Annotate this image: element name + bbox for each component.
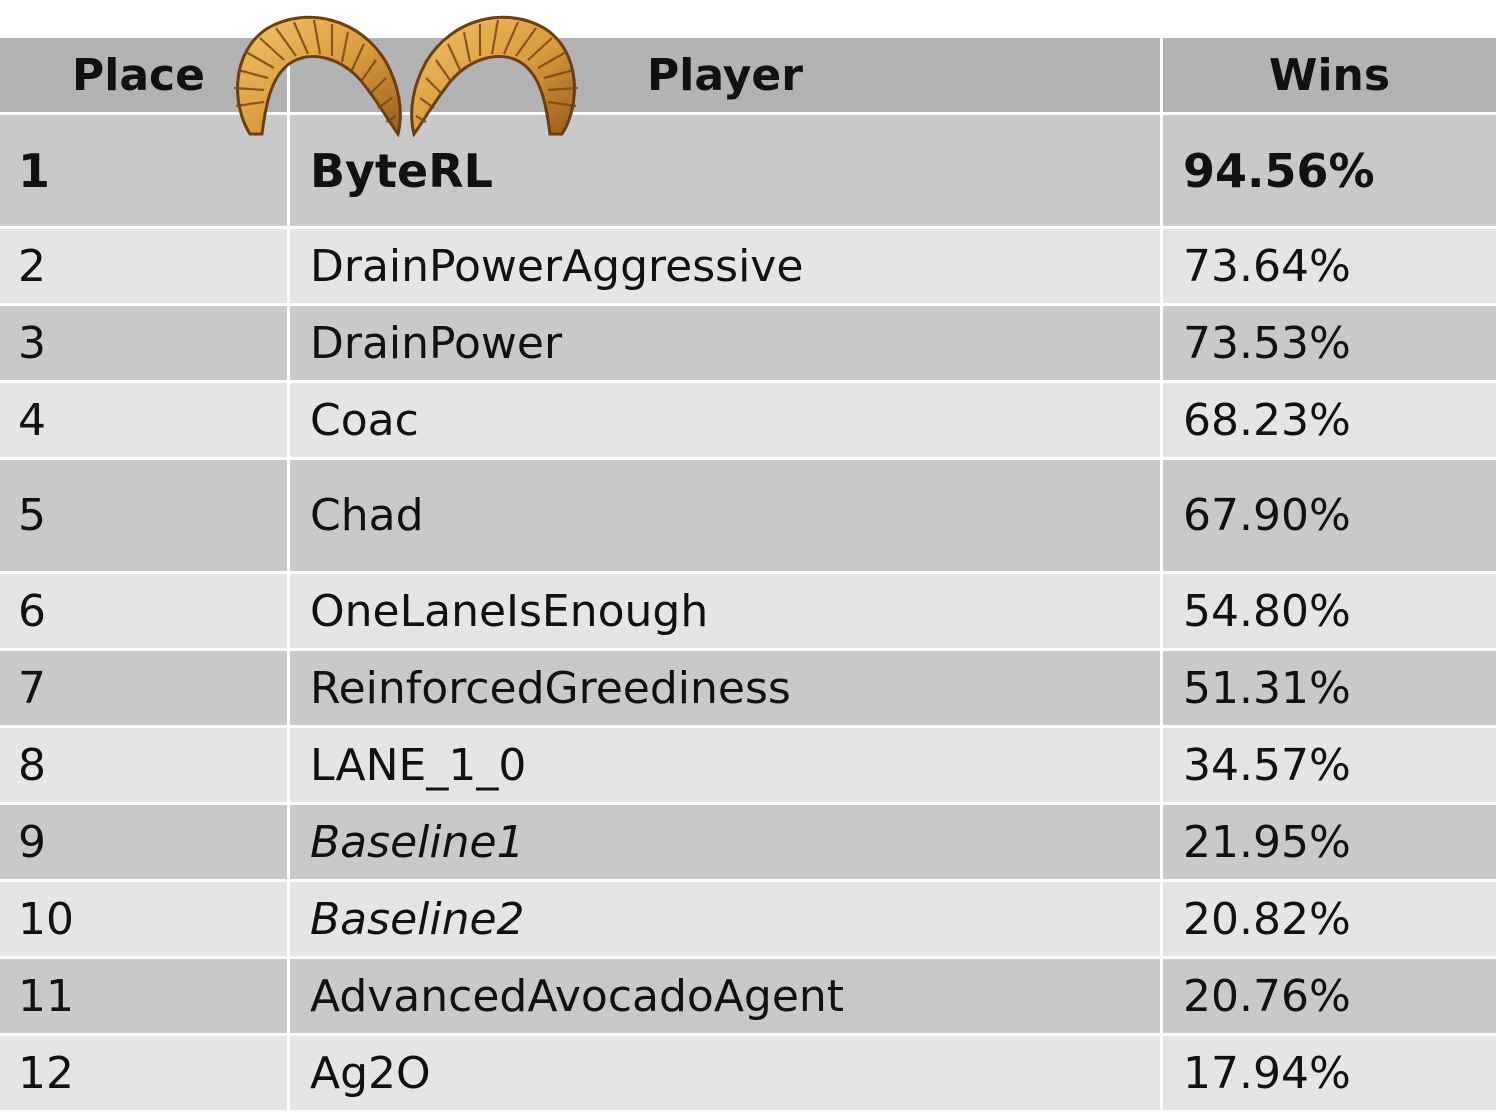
column-header-wins: Wins (1160, 38, 1496, 112)
player-cell: Chad (287, 460, 1160, 571)
player-cell: Baseline1 (287, 805, 1160, 879)
player-cell: Ag2O (287, 1036, 1160, 1110)
table-row: 1 ByteRL 94.56% (0, 115, 1496, 229)
player-cell: LANE_1_0 (287, 728, 1160, 802)
table-row: 2 DrainPowerAggressive 73.64% (0, 229, 1496, 306)
place-cell: 4 (18, 394, 46, 446)
left-horn-icon (233, 15, 402, 138)
table-row: 7 ReinforcedGreediness 51.31% (0, 651, 1496, 728)
wins-cell: 20.76% (1160, 959, 1496, 1033)
player-cell: DrainPower (287, 306, 1160, 380)
place-cell: 6 (18, 585, 46, 637)
place-cell: 5 (18, 490, 46, 541)
player-cell: Baseline2 (287, 882, 1160, 956)
place-cell: 8 (18, 739, 46, 791)
wins-cell: 68.23% (1160, 383, 1496, 457)
wins-cell: 51.31% (1160, 651, 1496, 725)
place-cell: 9 (18, 816, 46, 868)
table-row: 5 Chad 67.90% (0, 460, 1496, 574)
table-row: 9 Baseline1 21.95% (0, 805, 1496, 882)
ram-horns-icon (233, 15, 579, 138)
player-cell: Coac (287, 383, 1160, 457)
wins-cell: 67.90% (1160, 460, 1496, 571)
place-cell: 11 (18, 970, 74, 1022)
player-cell: DrainPowerAggressive (287, 229, 1160, 303)
player-cell: AdvancedAvocadoAgent (287, 959, 1160, 1033)
player-cell: OneLaneIsEnough (287, 574, 1160, 648)
place-cell: 7 (18, 662, 46, 714)
wins-cell: 54.80% (1160, 574, 1496, 648)
place-cell: 12 (18, 1047, 74, 1099)
table-header-row: Place Player Wins (0, 38, 1496, 115)
table-row: 11 AdvancedAvocadoAgent 20.76% (0, 959, 1496, 1036)
place-cell: 1 (18, 143, 51, 198)
column-header-player: Player (287, 38, 1160, 112)
leaderboard-table: Place Player Wins 1 ByteRL 94.56% 2 Drai… (0, 38, 1496, 1113)
wins-cell: 17.94% (1160, 1036, 1496, 1110)
table-row: 10 Baseline2 20.82% (0, 882, 1496, 959)
wins-cell: 21.95% (1160, 805, 1496, 879)
table-row: 4 Coac 68.23% (0, 383, 1496, 460)
table-row: 3 DrainPower 73.53% (0, 306, 1496, 383)
place-cell: 10 (18, 893, 74, 945)
column-header-place: Place (72, 49, 205, 101)
wins-cell: 73.64% (1160, 229, 1496, 303)
place-cell: 3 (18, 317, 46, 369)
table-row: 8 LANE_1_0 34.57% (0, 728, 1496, 805)
wins-cell: 34.57% (1160, 728, 1496, 802)
wins-cell: 73.53% (1160, 306, 1496, 380)
place-cell: 2 (18, 240, 46, 292)
wins-cell: 94.56% (1160, 115, 1496, 226)
right-horn-icon (410, 15, 579, 138)
player-cell: ReinforcedGreediness (287, 651, 1160, 725)
table-row: 6 OneLaneIsEnough 54.80% (0, 574, 1496, 651)
table-row: 12 Ag2O 17.94% (0, 1036, 1496, 1113)
player-cell: ByteRL (287, 115, 1160, 226)
wins-cell: 20.82% (1160, 882, 1496, 956)
